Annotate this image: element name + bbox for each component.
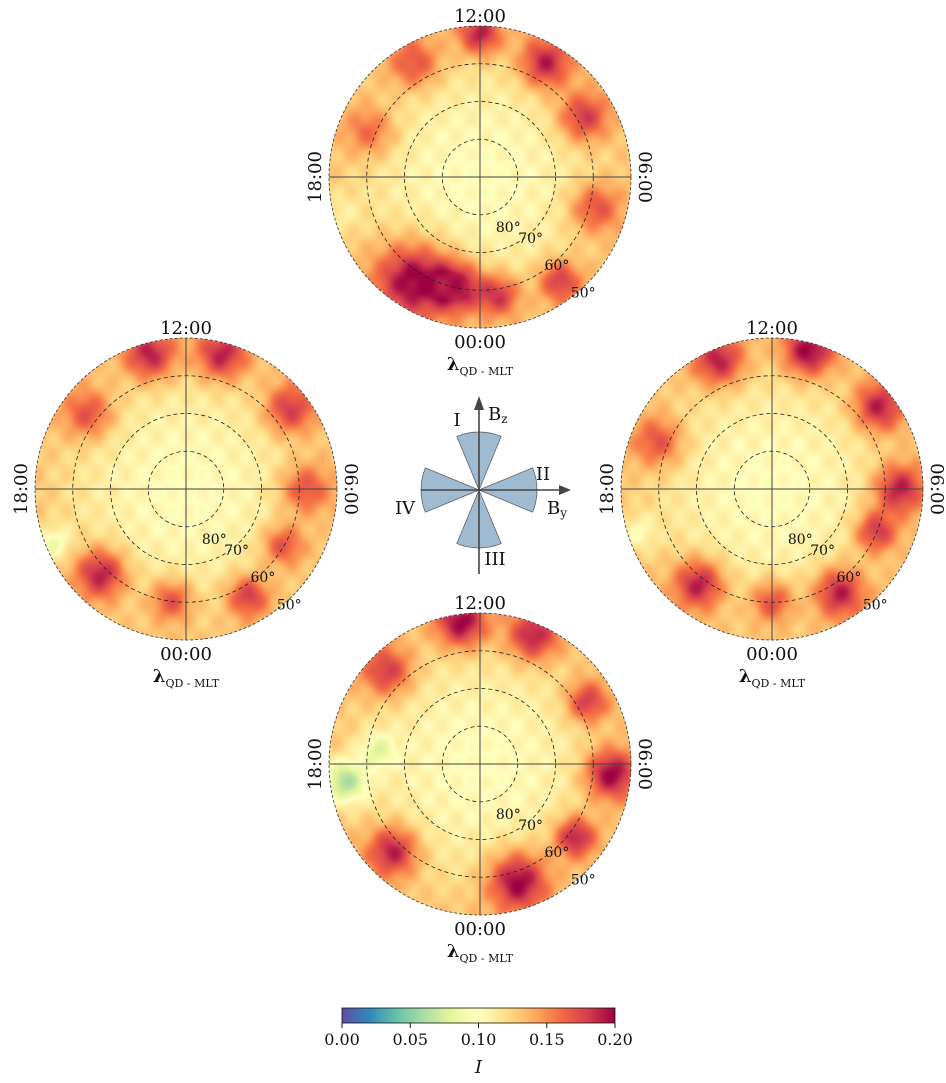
bz-arrowhead — [474, 396, 484, 410]
colorbar-title: I — [474, 1057, 483, 1078]
latitude-label-80: 80° — [496, 807, 521, 823]
mlt-label-midnight: 00:00 — [454, 919, 506, 940]
mlt-label-noon: 12:00 — [160, 318, 212, 339]
mlt-label-noon: 12:00 — [454, 593, 506, 614]
latitude-label-60: 60° — [545, 258, 570, 274]
mlt-label-dusk: 18:00 — [305, 738, 326, 790]
by-label: By — [547, 498, 567, 520]
sector-label-iv: IV — [395, 498, 416, 519]
mlt-label-noon: 12:00 — [454, 6, 506, 27]
mlt-label-dusk: 18:00 — [597, 463, 618, 515]
mlt-label-midnight: 00:00 — [160, 644, 212, 665]
latitude-label-80: 80° — [202, 532, 227, 548]
axis-label: λQD - MLT — [447, 941, 514, 965]
mlt-label-dawn: 06:00 — [634, 151, 655, 203]
axis-label: λQD - MLT — [153, 666, 220, 690]
by-arrowhead — [559, 485, 571, 495]
latitude-label-70: 70° — [518, 818, 543, 834]
latitude-label-60: 60° — [251, 570, 276, 586]
latitude-label-80: 80° — [788, 532, 813, 548]
axis-label: λQD - MLT — [739, 666, 806, 690]
latitude-label-60: 60° — [545, 845, 570, 861]
latitude-label-70: 70° — [518, 231, 543, 247]
polar-panel-iii: 80°70°60°50° 12:00 00:00 18:00 06:00 λQD - ML… — [305, 593, 655, 965]
mlt-label-dawn: 06:00 — [926, 463, 946, 515]
bz-label: Bz — [488, 404, 508, 426]
mlt-label-dawn: 06:00 — [340, 463, 361, 515]
colorbar-tick-label: 0.10 — [461, 1030, 497, 1049]
latitude-label-80: 80° — [496, 220, 521, 236]
mlt-label-midnight: 00:00 — [454, 332, 506, 353]
polar-panel-i: 80°70°60°50° 12:00 00:00 18:00 06:00 λQD - ML… — [305, 6, 655, 378]
mlt-label-noon: 12:00 — [746, 318, 798, 339]
colorbar-gradient — [341, 1007, 616, 1024]
axis-label: λQD - MLT — [447, 354, 514, 378]
mlt-label-midnight: 00:00 — [746, 644, 798, 665]
mlt-label-dawn: 06:00 — [634, 738, 655, 790]
colorbar-tick-label: 0.00 — [324, 1030, 360, 1049]
sector-label-i: I — [453, 410, 460, 431]
colorbar-tick-label: 0.05 — [392, 1030, 428, 1049]
latitude-label-70: 70° — [224, 543, 249, 559]
latitude-label-50: 50° — [571, 872, 596, 888]
colorbar-tick-label: 0.15 — [529, 1030, 565, 1049]
polar-panel-ii: 80°70°60°50° 12:00 00:00 18:00 06:00 λQD - ML… — [597, 318, 946, 690]
mlt-label-dusk: 18:00 — [11, 463, 32, 515]
colorbar-tick-label: 0.20 — [597, 1030, 633, 1049]
polar-panel-iv: 80°70°60°50° 12:00 00:00 18:00 06:00 λQD - ML… — [11, 318, 361, 690]
latitude-label-70: 70° — [810, 543, 835, 559]
latitude-label-50: 50° — [863, 597, 888, 613]
sector-label-ii: II — [536, 464, 550, 485]
latitude-label-50: 50° — [571, 285, 596, 301]
latitude-label-60: 60° — [837, 570, 862, 586]
colorbar: 0.00 0.05 0.10 0.15 0.20 I — [324, 1007, 633, 1078]
sector-label-iii: III — [484, 549, 505, 570]
mlt-label-dusk: 18:00 — [305, 151, 326, 203]
latitude-label-50: 50° — [277, 597, 302, 613]
